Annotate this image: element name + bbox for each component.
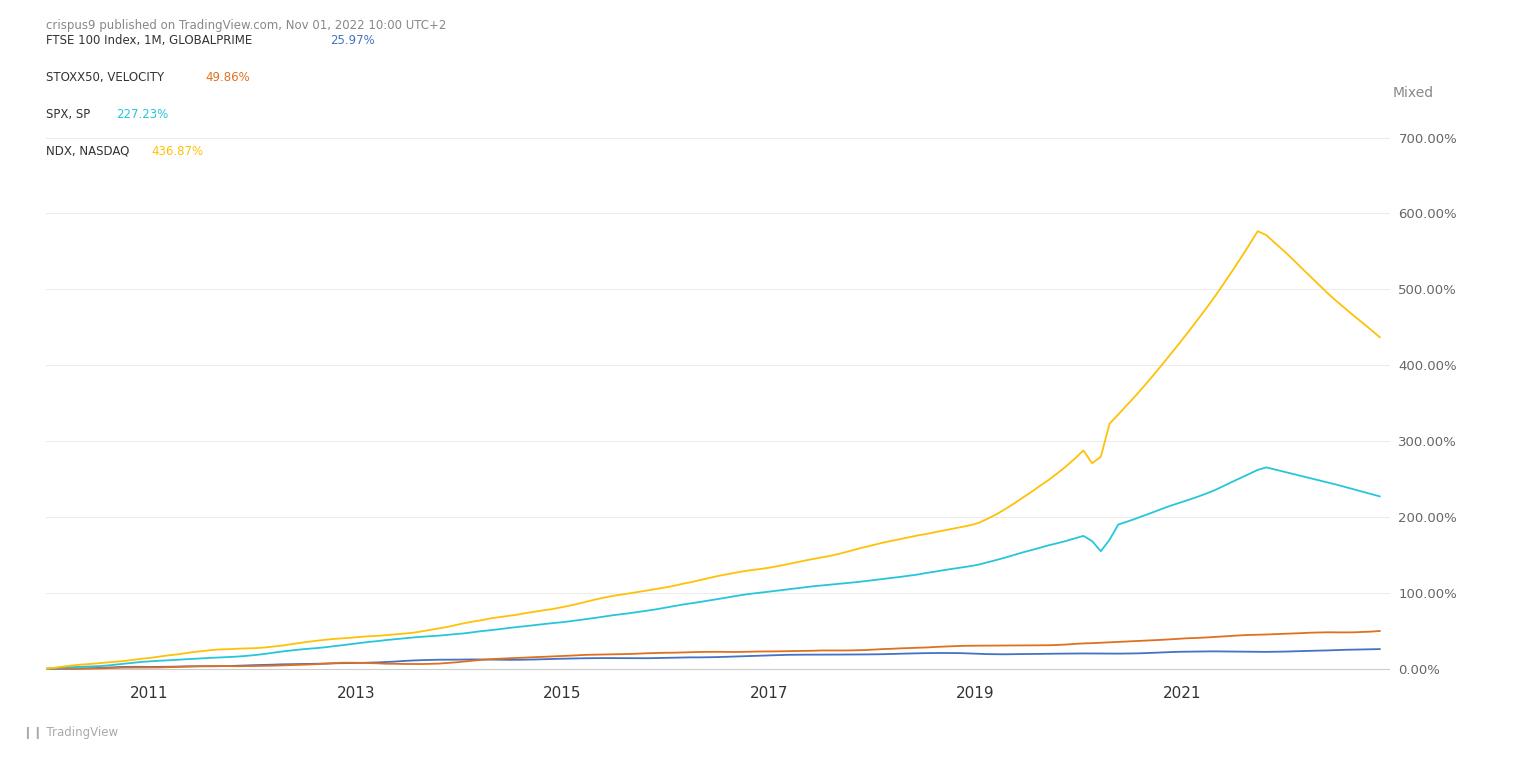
Text: FTSE 100 Index, 1M, GLOBALPRIME: FTSE 100 Index, 1M, GLOBALPRIME (46, 34, 258, 47)
Text: 25.97%: 25.97% (330, 34, 375, 47)
Text: SPX, SP: SPX, SP (46, 108, 97, 121)
Text: 227.23%: 227.23% (117, 108, 169, 121)
Text: 436.87%: 436.87% (152, 145, 204, 158)
Text: 49.86%: 49.86% (206, 71, 250, 84)
Text: Mixed: Mixed (1393, 87, 1435, 100)
Text: crispus9 published on TradingView.com, Nov 01, 2022 10:00 UTC+2: crispus9 published on TradingView.com, N… (46, 19, 447, 32)
Text: STOXX50, VELOCITY: STOXX50, VELOCITY (46, 71, 170, 84)
Text: NDX, NASDAQ: NDX, NASDAQ (46, 145, 135, 158)
Text: ❙❙ TradingView: ❙❙ TradingView (23, 726, 118, 739)
